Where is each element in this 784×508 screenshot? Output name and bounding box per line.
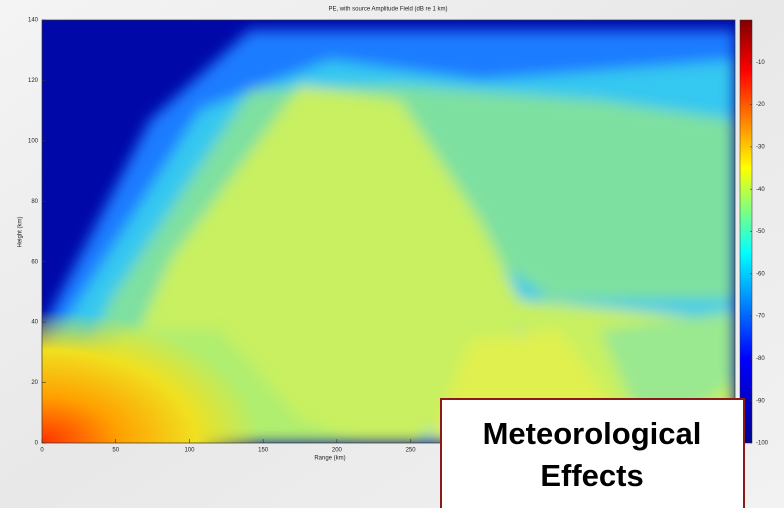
y-tick-label: 60 <box>31 259 38 265</box>
y-tick-label: 20 <box>31 380 38 386</box>
x-tick-label: 0 <box>40 448 44 454</box>
y-axis-label: Height (km) <box>18 216 24 247</box>
x-tick-label: 200 <box>332 448 343 454</box>
colorbar-tick-label: -10 <box>756 60 765 66</box>
x-tick-label: 100 <box>184 448 195 454</box>
x-axis-label: Range (km) <box>314 456 345 462</box>
colorbar-tick-label: -80 <box>756 356 765 362</box>
chart-title: PE, with source Amplitude Field (dB re 1… <box>328 7 447 13</box>
callout: Meteorological Effects <box>440 398 745 508</box>
callout-text: Meteorological <box>483 416 702 451</box>
x-tick-label: 150 <box>258 448 269 454</box>
y-tick-label: 120 <box>28 78 39 84</box>
y-tick-label: 140 <box>28 18 39 24</box>
colorbar-tick-label: -20 <box>756 102 765 108</box>
y-tick-label: 100 <box>28 138 39 144</box>
colorbar-tick-label: -50 <box>756 229 765 235</box>
colorbar-tick-label: -100 <box>756 441 769 447</box>
plot-frame <box>41 19 736 444</box>
callout-text: Effects <box>540 458 643 493</box>
y-tick-label: 40 <box>31 320 38 326</box>
colorbar-tick-label: -70 <box>756 314 765 320</box>
colorbar-tick-label: -60 <box>756 271 765 277</box>
x-tick-label: 250 <box>406 448 417 454</box>
colorbar-tick-label: -90 <box>756 398 765 404</box>
heatmap <box>42 20 735 443</box>
colorbar-tick-label: -30 <box>756 144 765 150</box>
y-tick-label: 0 <box>35 441 39 447</box>
callout-box <box>440 398 745 508</box>
x-tick-label: 50 <box>112 448 119 454</box>
y-tick-label: 80 <box>31 199 38 205</box>
colorbar-tick-label: -40 <box>756 187 765 193</box>
